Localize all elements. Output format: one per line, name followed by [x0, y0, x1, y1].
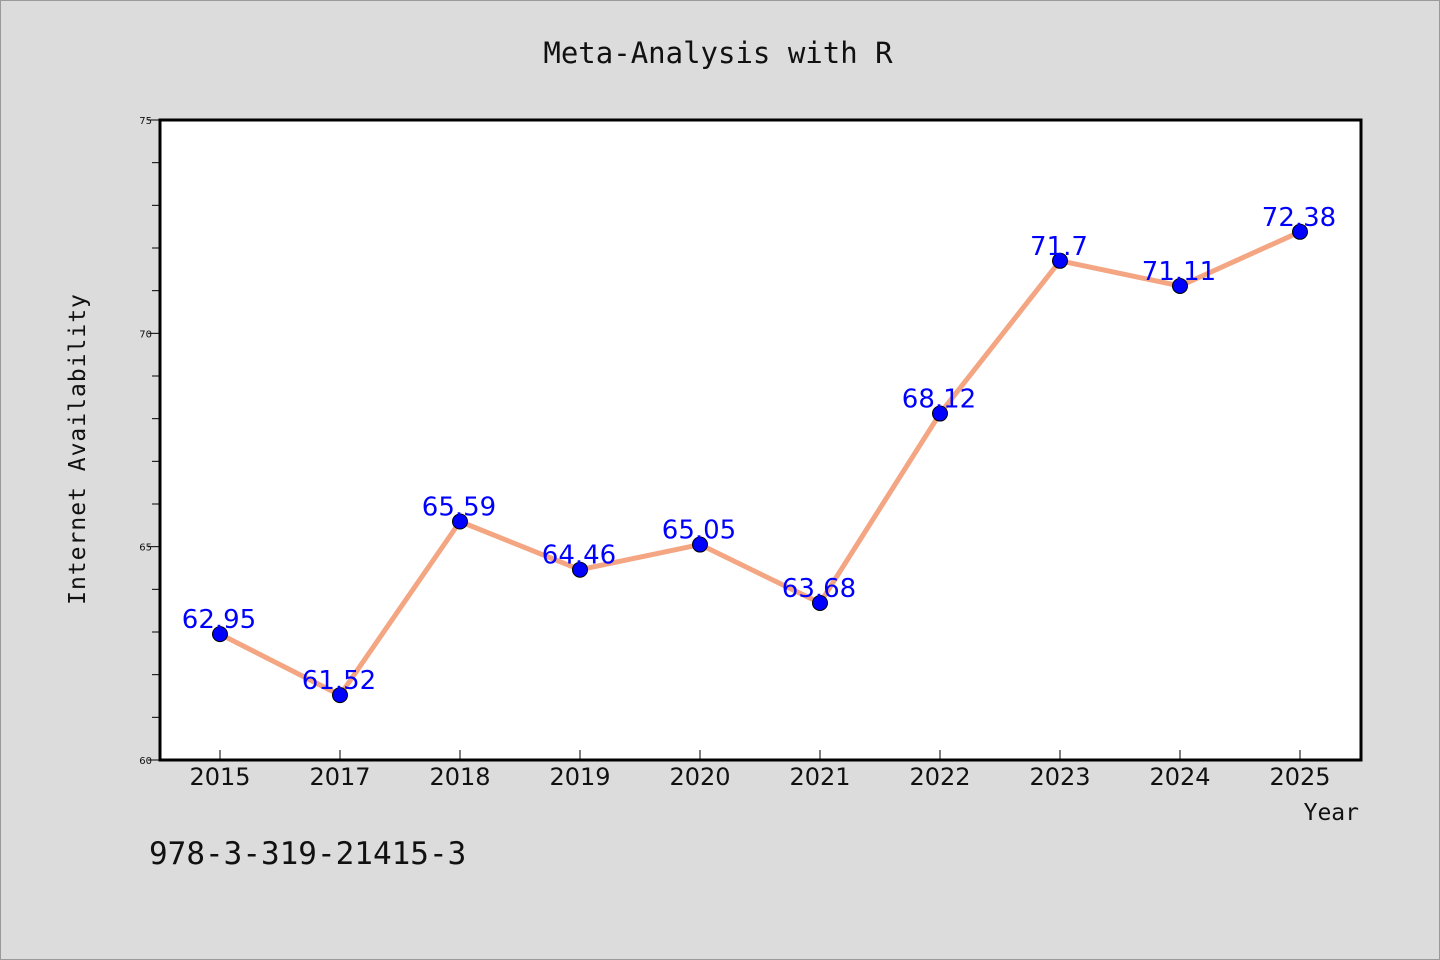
x-tick-label: 2019	[549, 763, 610, 791]
data-point	[452, 513, 468, 530]
x-axis-label: Year	[1304, 800, 1359, 826]
data-point	[812, 594, 828, 611]
data-markers	[212, 223, 1308, 704]
data-labels: 62.95 61.52 65.59 64.46 65.05 63.68 68.12 71.7 7…	[182, 203, 1336, 696]
data-label: 65.59	[422, 492, 496, 522]
y-tick-label: 70	[139, 329, 152, 340]
series-line-group	[217, 229, 1303, 698]
data-label: 62.95	[182, 605, 256, 635]
data-label: 68.12	[902, 385, 976, 415]
x-tick-label: 2015	[189, 763, 250, 791]
x-tick-label: 2023	[1029, 763, 1090, 791]
data-label: 72.38	[1262, 203, 1336, 233]
data-point	[212, 626, 228, 643]
x-tick-label: 2017	[309, 763, 370, 791]
chart-title: Meta-Analysis with R	[543, 36, 893, 70]
data-point	[692, 536, 708, 553]
x-tick-label: 2022	[909, 763, 970, 791]
data-label: 71.7	[1030, 232, 1088, 262]
data-point	[572, 561, 588, 578]
plot-border	[158, 118, 1363, 762]
data-point	[1292, 223, 1308, 240]
data-label: 65.05	[662, 516, 736, 546]
plot-area	[160, 120, 1361, 760]
y-axis: 60 65 70 75	[139, 116, 160, 767]
data-label: 63.68	[782, 574, 856, 604]
x-tick-label: 2024	[1149, 763, 1210, 791]
data-label: 64.46	[542, 541, 616, 571]
data-point	[1172, 277, 1188, 294]
x-tick-label: 2021	[789, 763, 850, 791]
isbn-footer: 978-3-319-21415-3	[149, 836, 466, 872]
y-tick-label: 75	[139, 116, 152, 127]
x-axis: 2015 2017 2018 2019 2020 2021 2022 2023 2024 2025	[189, 750, 1331, 791]
data-point	[1052, 252, 1068, 269]
x-tick-label: 2025	[1269, 763, 1330, 791]
y-tick-label: 60	[139, 756, 152, 767]
data-point	[332, 687, 348, 704]
data-label: 61.52	[302, 666, 376, 696]
x-tick-label: 2020	[669, 763, 730, 791]
x-tick-label: 2018	[429, 763, 490, 791]
series-line	[217, 229, 1303, 698]
y-axis-label: Internet Availability	[65, 293, 91, 605]
data-label: 71.11	[1142, 257, 1216, 287]
y-tick-label: 65	[139, 543, 152, 554]
data-point	[932, 405, 948, 422]
